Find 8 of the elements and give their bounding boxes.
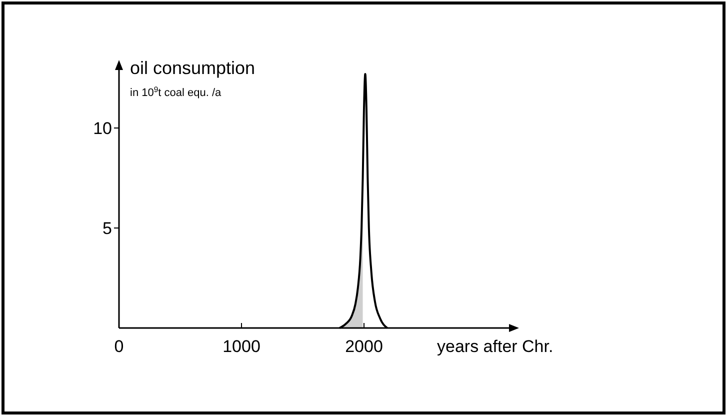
x-tick-label: 1000: [222, 337, 260, 356]
annotation: in 10$^{9}$t coal equ. /a: [130, 84, 222, 99]
x-tick-label: 0: [114, 337, 124, 356]
y-tick-label: 10: [93, 119, 112, 138]
y-axis-title: oil consumption: [130, 58, 256, 78]
y-tick-label: 5: [102, 219, 112, 238]
x-axis-title: years after Chr.: [437, 337, 554, 356]
x-tick-label: 2000: [345, 337, 383, 356]
